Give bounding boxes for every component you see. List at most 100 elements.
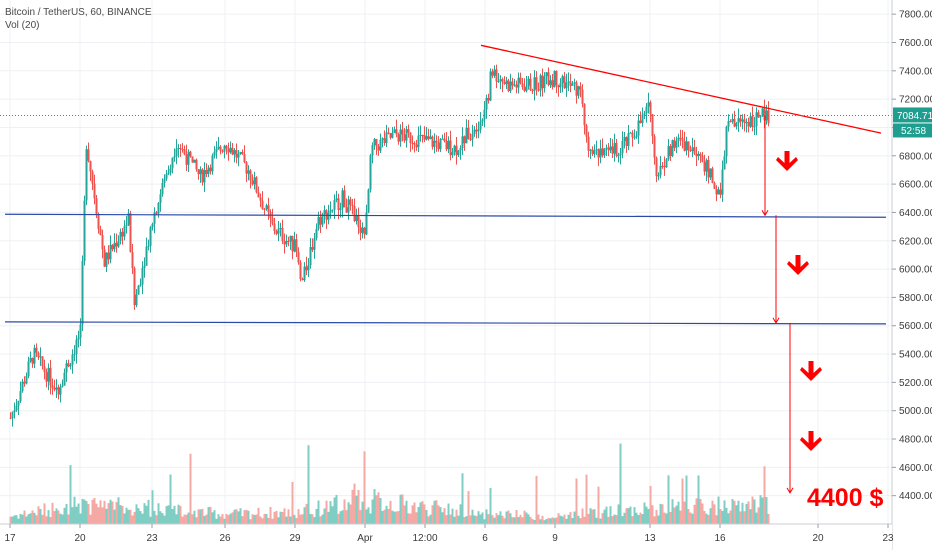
candle-body (23, 381, 26, 384)
candle-body (87, 149, 90, 161)
candle-body (311, 247, 314, 250)
candle-body (743, 119, 746, 124)
candle-body (41, 356, 44, 367)
candle-body (155, 212, 158, 214)
volume-bar (249, 519, 252, 524)
candle-body (519, 77, 522, 84)
volume-bar (277, 517, 280, 524)
volume-bar (81, 498, 84, 524)
volume-bar (711, 500, 714, 524)
volume-bar (591, 509, 594, 524)
volume-bar (653, 516, 656, 524)
candle-body (387, 132, 390, 134)
volume-bar (595, 517, 598, 524)
candle-body (417, 135, 420, 148)
volume-bar (721, 510, 724, 524)
candle-body (393, 129, 396, 133)
candle-body (731, 118, 734, 122)
candle-body (563, 76, 566, 89)
candle-body (489, 71, 492, 101)
volume-bar (675, 505, 678, 524)
candle-body (593, 150, 596, 155)
candle-body (79, 324, 82, 338)
candle-body (277, 228, 280, 234)
candle-body (397, 134, 400, 142)
candle-body (671, 140, 674, 157)
candle-body (103, 249, 106, 267)
price-tick-label: 6000.00 (899, 265, 932, 276)
candle-body (507, 80, 510, 92)
down-arrow-icon (800, 431, 822, 451)
candle-body (667, 146, 670, 160)
candle-body (523, 87, 526, 91)
candle-body (321, 214, 324, 225)
volume-bar (209, 506, 212, 524)
volume-bar (9, 516, 12, 524)
candle-body (553, 70, 556, 88)
time-tick-label: 23 (882, 533, 894, 544)
candle-body (49, 367, 52, 386)
volume-bar (289, 516, 292, 524)
candle-body (461, 136, 464, 149)
volume-bar (483, 519, 486, 524)
volume-bar (495, 513, 498, 524)
candle-body (517, 77, 520, 88)
volume-bar (227, 515, 230, 524)
candle-body (603, 148, 606, 156)
candle-body (615, 143, 618, 156)
volume-bar (281, 512, 284, 524)
candle-body (591, 149, 594, 155)
support-level-line[interactable] (4, 213, 887, 218)
candle-body (373, 139, 376, 146)
volume-bar (719, 509, 722, 524)
candle-body (481, 119, 484, 122)
resistance-trend-line[interactable] (480, 44, 882, 134)
volume-bar (157, 503, 160, 524)
volume-bar (475, 515, 478, 524)
candle-body (205, 169, 208, 175)
candle-body (759, 116, 762, 118)
candle-body (607, 147, 610, 151)
volume-bar (473, 515, 476, 524)
support-level-line[interactable] (4, 321, 887, 325)
candle-body (659, 165, 662, 176)
volume-bar (377, 492, 380, 524)
candle-body (317, 216, 320, 229)
candle-body (377, 146, 380, 151)
volume-bar (199, 509, 202, 524)
volume-bar (233, 509, 236, 524)
volume-bar (211, 512, 214, 524)
candle-body (175, 148, 178, 157)
volume-bar (73, 496, 76, 524)
time-axis[interactable]: 17 20 23 26 29 Apr 12:00 6 9 13 16 20 23 (0, 523, 894, 550)
volume-bar (335, 494, 338, 524)
candle-body (355, 215, 358, 222)
volume-bar (357, 489, 360, 524)
candle-body (141, 267, 144, 285)
volume-bar (173, 505, 176, 524)
volume-bars (9, 443, 770, 524)
candle-body (253, 177, 256, 185)
volume-bar (549, 518, 552, 524)
candle-body (625, 137, 628, 146)
time-tick-label: 23 (146, 533, 158, 544)
volume-bar (733, 500, 736, 524)
price-axis[interactable]: 4400.00 4600.00 4800.00 5000.00 5200.00 5400.… (891, 0, 932, 550)
volume-bar (659, 503, 662, 524)
candle-body (569, 81, 572, 86)
volume-bar (761, 497, 764, 524)
volume-bar (621, 516, 624, 524)
candle-body (505, 80, 508, 84)
volume-bar (639, 512, 642, 524)
candle-body (381, 138, 384, 140)
candle-body (567, 81, 570, 83)
time-tick-label: 16 (714, 533, 726, 544)
candle-body (735, 123, 738, 127)
candle-body (367, 189, 370, 213)
volume-bar (401, 494, 404, 524)
volume-bar (261, 518, 264, 524)
candle-body (409, 132, 412, 143)
volume-bar (221, 513, 224, 524)
candle-body (585, 125, 588, 137)
